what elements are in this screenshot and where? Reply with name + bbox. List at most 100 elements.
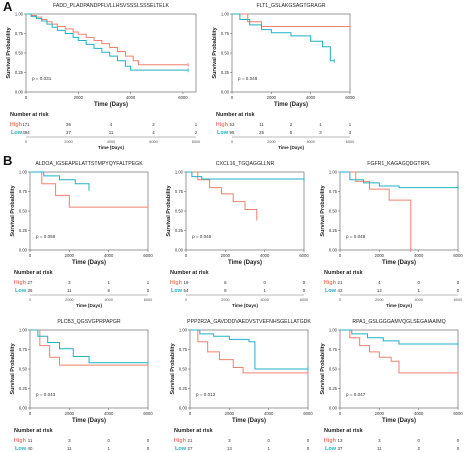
y-tick-label: 0.00 [329,406,338,411]
risk-tick-label: 6000 [346,140,354,144]
risk-count: 4 [152,130,155,135]
panel-letter-b: B [3,153,13,168]
x-axis-label: Time (Days) [382,418,416,424]
risk-count: 3 [68,438,71,443]
km-panel-2: FLT1_GSLAKGSAGTGRAGR 0.00 0.25 0.50 0.75 1.00… [212,3,355,150]
x-tick-label: 6000 [143,411,153,416]
y-tick-label: 1.00 [15,12,24,17]
p-value-label: p = 0.049 [346,234,366,239]
y-tick-label: 0.50 [221,51,230,56]
risk-tick-label: 2000 [267,140,275,144]
km-panel-3: ALDOA_IGSEAPELATTSTMPYQYFALTPEGK 0.00 0.25… [10,161,153,308]
risk-count: 0 [307,438,310,443]
y-tick-label: 0.50 [179,367,188,372]
km-curve-high [30,171,148,208]
km-panel-6: PLCB3_QGSVGPRPAPGR 0.00 0.25 0.50 0.75 1.00 0 2… [10,319,153,452]
p-value-label: p = 0.043 [36,392,56,397]
x-tick-label: 6000 [453,253,463,258]
risk-count: 2 [290,122,293,127]
risk-tick-label: 2000 [375,298,383,302]
risk-count: 1 [263,288,266,293]
x-tick-label: 0 [29,253,32,258]
y-tick-label: 0.00 [179,406,188,411]
risk-count: 4 [378,280,381,285]
plot-title: FLT1_GSLAKGSAGTGRAGR [256,3,325,9]
risk-group-label-high: High [14,438,27,444]
y-tick-label: 0.75 [329,347,338,352]
y-tick-label: 0.75 [221,31,230,36]
risk-tick-label: 6000 [144,298,152,302]
risk-count: 3 [68,280,71,285]
risk-group-label-low: Low [175,446,187,452]
risk-count: 42 [338,288,343,293]
risk-group-label-high: High [324,280,337,286]
risk-count: 0 [457,438,460,443]
p-value-label: p = 0.045 [192,234,212,239]
y-tick-label: 1.00 [179,328,188,333]
risk-count: 3 [378,438,381,443]
risk-count: 37 [66,130,71,135]
risk-count: 8 [224,288,227,293]
risk-count: 2 [152,122,155,127]
risk-count: 11 [109,130,114,135]
x-axis-label: Time (Days) [228,260,262,266]
risk-count: 21 [188,438,193,443]
risk-group-label-high: High [324,438,337,444]
y-tick-label: 0.25 [179,386,188,391]
risk-count: 11 [377,446,382,451]
x-tick-label: 2000 [65,411,75,416]
plot-title: RPA1_GSLGGGAMVQGLSEGAIAAIMQ [352,319,445,325]
risk-count: 95 [230,130,235,135]
risk-count: 3 [228,438,231,443]
risk-count: 11 [67,446,72,451]
y-tick-label: 0.00 [221,90,230,95]
y-tick-label: 0.00 [19,248,28,253]
km-panel-8: RPA1_GSLGGGAMVQGLSEGAIAAIMQ 0.00 0.25 0.50 0… [320,319,463,452]
km-curve-low [190,329,308,370]
risk-group-label-high: High [10,122,23,128]
y-tick-label: 0.50 [19,209,28,214]
risk-count: 0 [457,280,460,285]
risk-tick-label: 0 [185,298,187,302]
x-tick-label: 0 [231,95,234,100]
x-tick-label: 4000 [414,253,424,258]
risk-tick-label: 6000 [454,298,462,302]
x-tick-label: 2000 [375,411,385,416]
risk-count: 0 [267,438,270,443]
x-tick-label: 4000 [306,95,316,100]
risk-count: 2 [417,446,420,451]
risk-tick-label: 6000 [300,298,308,302]
x-tick-label: 2000 [65,253,75,258]
x-tick-label: 2000 [225,411,235,416]
km-curve-low [232,13,335,62]
risk-count: 3 [319,130,322,135]
risk-count: 36 [28,288,33,293]
risk-tick-label: 2000 [65,298,73,302]
risk-group-label-high: High [216,122,229,128]
risk-x-axis-label: Time (Days) [98,145,124,150]
x-axis-label: Time (Days) [232,418,266,424]
risk-x-axis-label: Time (Days) [76,303,102,308]
x-tick-label: 4000 [126,95,136,100]
y-tick-label: 0.50 [175,209,184,214]
plot-frame [25,13,197,93]
x-tick-label: 0 [185,253,188,258]
km-curve-high [340,171,412,250]
risk-count: 12 [377,288,382,293]
km-curve-low [26,13,189,71]
risk-count: 4 [110,122,113,127]
risk-x-axis-label: Time (Days) [232,303,258,308]
x-tick-label: 2000 [74,95,84,100]
risk-count: 0 [417,280,420,285]
risk-count: 53 [230,122,235,127]
km-curve-high [232,13,350,27]
x-tick-label: 0 [339,253,342,258]
risk-group-label-low: Low [15,446,27,452]
risk-tick-label: 0 [25,140,27,144]
risk-count: 0 [457,288,460,293]
x-axis-label: Time (Days) [382,260,416,266]
risk-count: 0 [307,446,310,451]
y-axis-label: Survival Probability [166,184,172,236]
risk-count: 40 [28,446,33,451]
